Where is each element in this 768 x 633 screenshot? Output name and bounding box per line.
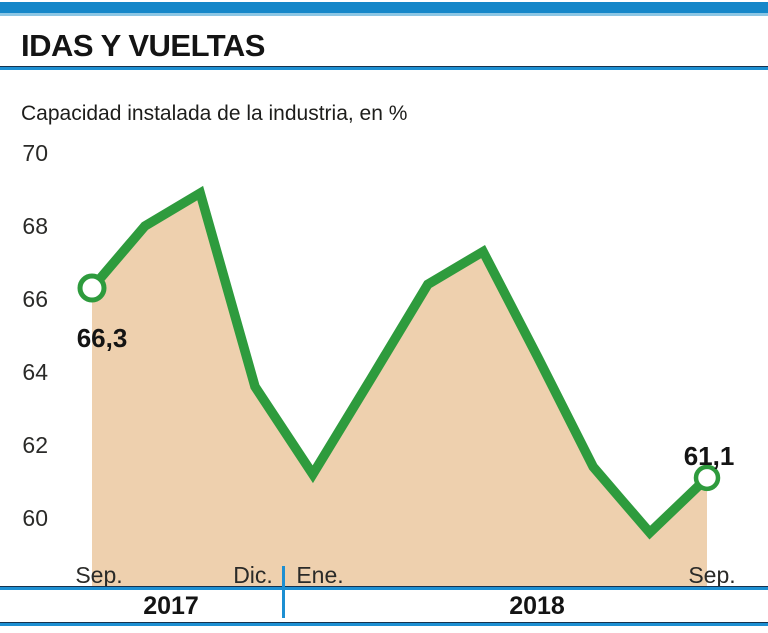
- data-line: [88, 185, 711, 540]
- year-divider-line: [282, 566, 285, 618]
- page-title: IDAS Y VUELTAS: [21, 28, 265, 63]
- bottom-border-line: [0, 622, 768, 626]
- endpoint-marker: [77, 273, 107, 303]
- y-tick-label: 70: [22, 140, 48, 166]
- top-accent-bar: [0, 2, 768, 13]
- x-axis-line: [0, 586, 768, 590]
- y-tick-label: 60: [22, 505, 48, 531]
- chart-subtitle: Capacidad instalada de la industria, en …: [21, 102, 408, 125]
- y-tick-label: 64: [22, 359, 48, 385]
- y-tick-label: 66: [22, 286, 48, 312]
- endpoint-marker: [693, 464, 721, 492]
- year-label-2017: 2017: [143, 592, 199, 620]
- y-tick-label: 62: [22, 432, 48, 458]
- y-tick-label: 68: [22, 213, 48, 239]
- title-divider: [0, 66, 768, 70]
- x-tick-ene-2018: Ene.: [296, 562, 344, 588]
- area-fill: [92, 193, 707, 587]
- value-label-end: 61,1: [683, 441, 735, 471]
- value-label-start: 66,3: [76, 323, 128, 353]
- x-tick-dic-2017: Dic.: [233, 562, 273, 588]
- x-tick-sep-2018: Sep.: [688, 562, 736, 588]
- x-tick-sep-2017: Sep.: [75, 562, 123, 588]
- top-accent-bar-light: [0, 13, 768, 16]
- year-label-2018: 2018: [509, 592, 565, 620]
